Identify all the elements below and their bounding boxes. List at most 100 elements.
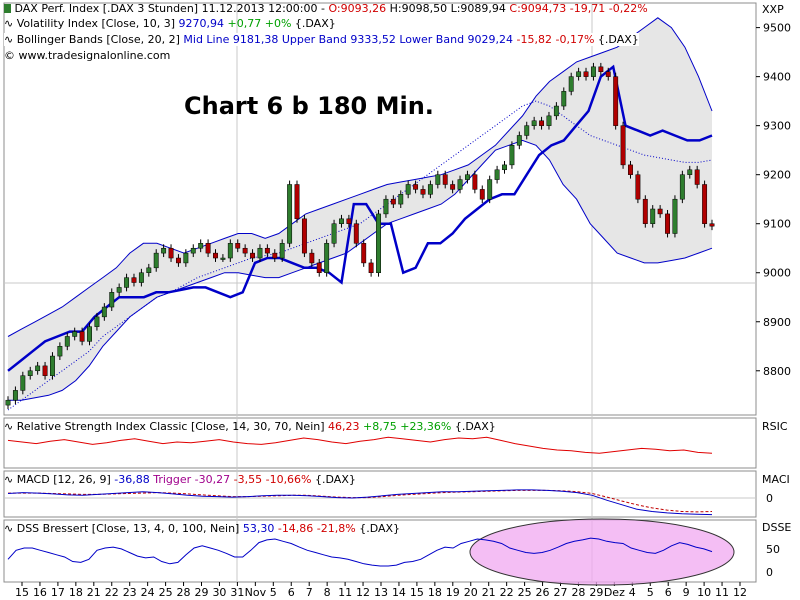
candle <box>465 170 470 184</box>
candle <box>339 214 344 228</box>
candle <box>620 121 626 169</box>
candle-body <box>287 184 293 244</box>
candle-body <box>650 208 656 224</box>
candle-body <box>116 287 122 293</box>
bollinger-lower-line <box>8 139 713 401</box>
candle <box>524 121 530 140</box>
overlay-title: Chart 6 b 180 Min. <box>184 92 434 120</box>
rsi-layer <box>7 436 713 454</box>
x-tick-label: 8 <box>324 586 331 599</box>
candle <box>131 273 137 287</box>
candle <box>509 141 515 169</box>
y-tick-label: 9500 <box>763 22 791 35</box>
candle-body <box>257 247 263 259</box>
candle-body <box>524 125 530 136</box>
candle <box>516 131 522 150</box>
x-tick-label: 25 <box>159 586 173 599</box>
x-tick-label: Dez <box>604 586 625 599</box>
candle <box>12 386 18 405</box>
x-tick-label: 24 <box>141 586 155 599</box>
candle-body <box>279 243 285 259</box>
candle-body <box>479 189 485 200</box>
candle-body <box>20 375 26 391</box>
bollinger-values: Mid Line 9181,38 Upper Band 9333,52 Lowe… <box>183 33 514 46</box>
x-tick-label: 15 <box>15 586 29 599</box>
candle-body <box>161 247 167 254</box>
candle <box>287 180 293 248</box>
candle-body <box>487 179 493 200</box>
x-tick-label: 19 <box>446 586 460 599</box>
candle <box>442 170 448 189</box>
candle <box>539 116 545 130</box>
candle-body <box>590 66 596 77</box>
candle <box>628 160 633 179</box>
candle <box>161 244 167 258</box>
x-tick-label: 25 <box>518 586 532 599</box>
candle <box>405 180 411 199</box>
candle <box>487 175 493 204</box>
candle-body <box>220 257 226 260</box>
candle-body <box>494 169 500 180</box>
candle-body <box>309 252 315 264</box>
candle <box>642 195 648 228</box>
candlestick-layer <box>5 62 715 410</box>
candle-body <box>242 247 248 254</box>
candle-body <box>346 218 352 224</box>
candle <box>190 244 196 258</box>
volatility-index-layer <box>7 64 713 372</box>
candle-body <box>635 174 641 200</box>
candle <box>605 67 611 81</box>
rsi-line <box>7 436 713 454</box>
x-tick-label: 6 <box>288 586 295 599</box>
candle-body <box>368 262 374 273</box>
candle <box>205 239 211 258</box>
rsi-panel <box>3 417 757 469</box>
macd-label: MACD [12, 26, 9] <box>16 473 111 486</box>
candle <box>376 209 381 277</box>
candle <box>657 205 663 218</box>
macd-trigger: Trigger -30,27 <box>153 473 231 486</box>
candle <box>250 249 255 262</box>
candle <box>94 312 100 331</box>
candle-body <box>301 218 307 254</box>
candle-body <box>598 66 604 72</box>
volatility-change: +0,77 +0% <box>227 17 292 30</box>
bollinger-change: -15,82 -0,17% <box>516 33 595 46</box>
candle-body <box>413 184 419 190</box>
candle <box>413 180 419 194</box>
instrument-close: C:9094,73 -19,71 -0,22% <box>509 2 648 15</box>
candle <box>450 180 456 194</box>
candle <box>583 67 589 81</box>
y-tick-label: 9400 <box>763 71 791 84</box>
candle-body <box>553 105 559 117</box>
candle <box>79 327 85 346</box>
x-tick-label: 15 <box>410 586 424 599</box>
volatility-value: 9270,94 <box>178 17 225 30</box>
candle <box>153 249 159 272</box>
candle <box>687 165 693 179</box>
x-tick-label: 5 <box>270 586 277 599</box>
x-tick-label: 16 <box>33 586 47 599</box>
candle <box>361 239 367 267</box>
x-tick-label: 30 <box>212 586 226 599</box>
wave-icon: ∿ <box>4 17 14 30</box>
x-tick-label: 21 <box>482 586 496 599</box>
candle <box>175 254 181 267</box>
volatility-symbol: {.DAX} <box>294 17 336 30</box>
x-tick-label: 11 <box>338 586 352 599</box>
dss-line <box>7 537 713 567</box>
candle <box>331 219 337 248</box>
candle-body <box>576 71 582 77</box>
y-tick-label: 9000 <box>763 267 791 280</box>
x-tick-label: 17 <box>51 586 65 599</box>
candle-body <box>516 135 522 146</box>
candle <box>264 244 270 258</box>
candle-body <box>361 243 367 264</box>
candle-body <box>390 198 396 205</box>
candle-body <box>435 174 441 185</box>
candle-body <box>568 76 574 92</box>
candle <box>272 249 278 262</box>
macd-panel <box>3 470 757 518</box>
candle <box>613 72 619 130</box>
x-tick-label: 9 <box>683 586 690 599</box>
